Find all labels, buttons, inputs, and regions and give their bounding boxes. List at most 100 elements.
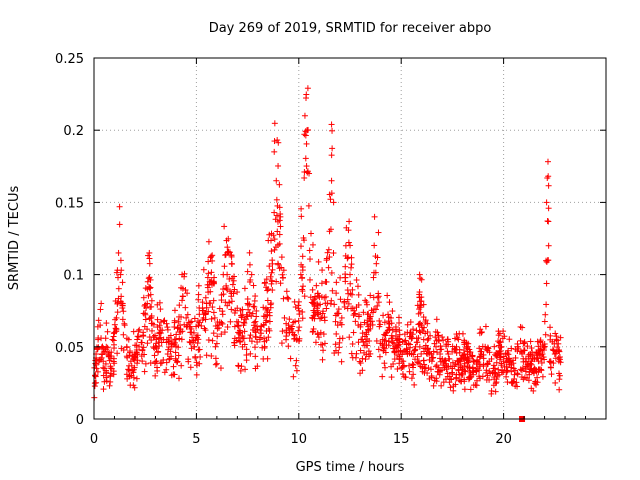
data-point bbox=[252, 353, 259, 360]
data-point bbox=[205, 270, 212, 277]
data-point bbox=[395, 341, 402, 348]
data-point bbox=[140, 294, 147, 301]
data-point bbox=[260, 304, 267, 311]
data-point bbox=[553, 336, 560, 343]
data-point bbox=[461, 360, 468, 367]
data-point bbox=[555, 370, 562, 377]
data-point bbox=[310, 312, 317, 319]
data-point bbox=[240, 319, 247, 326]
data-point bbox=[112, 316, 119, 323]
data-point bbox=[353, 276, 360, 283]
data-point bbox=[473, 368, 480, 375]
data-point bbox=[153, 358, 160, 365]
data-point bbox=[140, 344, 147, 351]
data-point bbox=[381, 345, 388, 352]
data-point bbox=[545, 242, 552, 249]
data-point bbox=[141, 368, 148, 375]
data-point bbox=[121, 320, 128, 327]
data-point bbox=[252, 344, 259, 351]
data-point bbox=[315, 258, 322, 265]
data-point bbox=[124, 354, 131, 361]
data-point bbox=[220, 291, 227, 298]
data-point bbox=[477, 375, 484, 382]
data-point bbox=[228, 298, 235, 305]
data-point bbox=[536, 347, 543, 354]
data-point bbox=[321, 340, 328, 347]
data-point bbox=[164, 326, 171, 333]
data-point bbox=[386, 326, 393, 333]
data-point bbox=[389, 308, 396, 315]
data-point bbox=[424, 370, 431, 377]
data-point bbox=[297, 243, 304, 250]
data-point bbox=[333, 330, 340, 337]
data-point bbox=[445, 338, 452, 345]
data-point bbox=[360, 309, 367, 316]
data-point bbox=[274, 228, 281, 235]
data-point bbox=[301, 174, 308, 181]
data-point bbox=[354, 283, 361, 290]
data-point bbox=[142, 360, 149, 367]
data-point bbox=[199, 299, 206, 306]
data-point bbox=[410, 326, 417, 333]
data-point bbox=[116, 203, 123, 210]
data-point bbox=[279, 328, 286, 335]
data-point bbox=[367, 313, 374, 320]
data-point bbox=[359, 330, 366, 337]
data-point bbox=[538, 359, 545, 366]
data-point bbox=[250, 322, 257, 329]
data-point bbox=[474, 357, 481, 364]
data-point bbox=[131, 353, 138, 360]
data-point bbox=[342, 271, 349, 278]
data-point bbox=[278, 340, 285, 347]
data-point bbox=[333, 290, 340, 297]
data-point bbox=[546, 358, 553, 365]
data-point bbox=[370, 274, 377, 281]
data-point bbox=[135, 328, 142, 335]
data-point bbox=[433, 343, 440, 350]
data-point bbox=[252, 365, 259, 372]
data-point bbox=[277, 210, 284, 217]
data-point bbox=[427, 366, 434, 373]
data-point bbox=[330, 199, 337, 206]
data-point bbox=[299, 315, 306, 322]
data-point bbox=[115, 249, 122, 256]
data-point bbox=[542, 311, 549, 318]
data-point bbox=[183, 314, 190, 321]
data-point bbox=[302, 155, 309, 162]
data-point bbox=[206, 300, 213, 307]
data-point bbox=[243, 357, 250, 364]
data-point bbox=[404, 321, 411, 328]
data-point bbox=[498, 362, 505, 369]
data-point bbox=[464, 351, 471, 358]
data-point bbox=[384, 292, 391, 299]
data-point bbox=[184, 290, 191, 297]
data-point bbox=[158, 359, 165, 366]
data-point bbox=[445, 355, 452, 362]
data-point bbox=[541, 356, 548, 363]
data-point bbox=[343, 224, 350, 231]
data-point bbox=[268, 269, 275, 276]
data-point bbox=[266, 327, 273, 334]
data-point bbox=[203, 352, 210, 359]
data-point bbox=[160, 318, 167, 325]
data-point bbox=[301, 293, 308, 300]
data-point bbox=[310, 328, 317, 335]
data-point bbox=[309, 315, 316, 322]
data-point bbox=[309, 286, 316, 293]
data-point bbox=[547, 324, 554, 331]
data-point bbox=[439, 334, 446, 341]
data-point bbox=[104, 328, 111, 335]
data-point bbox=[293, 357, 300, 364]
data-point bbox=[235, 329, 242, 336]
data-point bbox=[220, 286, 227, 293]
data-point bbox=[416, 343, 423, 350]
data-point bbox=[541, 318, 548, 325]
data-point bbox=[309, 328, 316, 335]
data-point bbox=[382, 349, 389, 356]
data-point bbox=[350, 329, 357, 336]
data-point bbox=[320, 331, 327, 338]
data-point bbox=[317, 329, 324, 336]
data-point bbox=[138, 339, 145, 346]
data-point bbox=[178, 284, 185, 291]
data-point bbox=[420, 357, 427, 364]
